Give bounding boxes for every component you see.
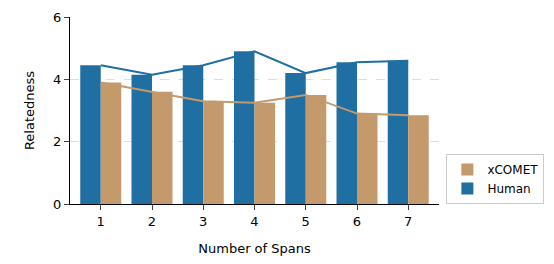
svg-text:0: 0 (53, 197, 61, 212)
svg-text:Human: Human (487, 182, 530, 196)
svg-text:4: 4 (53, 72, 61, 87)
svg-text:Number of Spans: Number of Spans (198, 241, 311, 256)
svg-text:4: 4 (250, 214, 258, 229)
svg-text:Relatedness: Relatedness (22, 71, 37, 150)
svg-text:1: 1 (97, 214, 105, 229)
svg-text:3: 3 (199, 214, 207, 229)
svg-text:6: 6 (353, 214, 361, 229)
svg-text:2: 2 (148, 214, 156, 229)
svg-text:xCOMET: xCOMET (487, 163, 538, 177)
svg-text:6: 6 (53, 10, 61, 25)
svg-text:2: 2 (53, 134, 61, 149)
svg-text:5: 5 (302, 214, 310, 229)
svg-text:7: 7 (404, 214, 412, 229)
